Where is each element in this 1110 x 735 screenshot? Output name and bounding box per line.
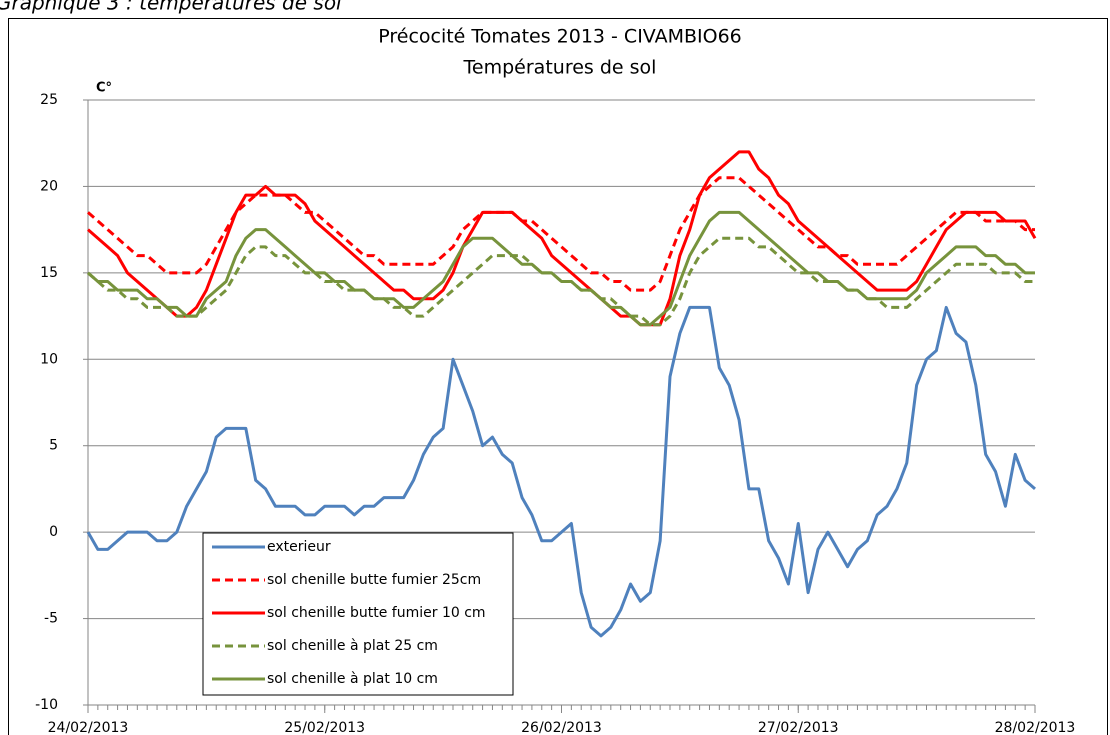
y-tick-label: -5 [44, 611, 58, 627]
legend-label: sol chenille à plat 25 cm [267, 638, 438, 654]
y-tick-label: 10 [40, 351, 58, 367]
x-tick-label: 26/02/2013 [521, 720, 602, 735]
x-tick-label: 25/02/2013 [284, 720, 365, 735]
x-tick-label: 27/02/2013 [758, 720, 839, 735]
chart-title: Précocité Tomates 2013 - CIVAMBIO66 [378, 26, 742, 48]
legend-label: sol chenille butte fumier 10 cm [267, 605, 486, 621]
caption: Graphique 3 : températures de sol [0, 0, 342, 15]
y-tick-label: 15 [40, 265, 58, 281]
x-tick-label: 24/02/2013 [48, 720, 129, 735]
series-line [87, 210, 1035, 327]
y-tick-label: 5 [49, 438, 58, 454]
chart-frame [8, 18, 1108, 735]
chart-subtitle: Températures de sol [463, 57, 657, 79]
legend-label: sol chenille butte fumier 25cm [267, 572, 481, 588]
y-tick-label: 0 [49, 524, 58, 540]
legend: exterieur sol chenille butte fumier 25cm… [202, 532, 514, 696]
x-tick-label: 28/02/2013 [995, 720, 1076, 735]
y-tick-label: -10 [35, 697, 58, 713]
y-tick-label: 25 [40, 92, 58, 108]
series-line [87, 150, 1037, 327]
series-line [86, 305, 1036, 638]
legend-label: exterieur [267, 539, 331, 555]
y-axis-label: C° [96, 81, 112, 96]
series-line [87, 176, 1035, 292]
y-tick-label: 20 [40, 178, 58, 194]
legend-label: sol chenille à plat 10 cm [267, 671, 438, 687]
